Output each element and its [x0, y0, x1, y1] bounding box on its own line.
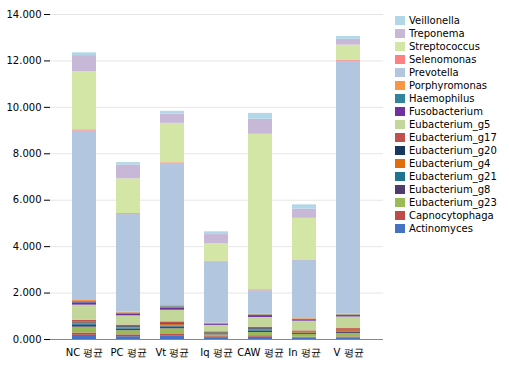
html-text:Streptococcus: Streptococcus [409, 41, 480, 52]
html-text:Prevotella: Prevotella [409, 67, 459, 78]
svg-text:Iq 평균: Iq 평균 [200, 347, 232, 358]
svg-text:PC 평균: PC 평균 [110, 347, 146, 358]
html-text:Actinomyces: Actinomyces [409, 223, 473, 234]
svg-text:V 평균: V 평균 [333, 347, 363, 358]
svg-text:In 평균: In 평균 [288, 347, 320, 358]
svg-text:12.000: 12.000 [7, 55, 42, 66]
html-text:Eubacterium_g23: Eubacterium_g23 [409, 197, 497, 208]
html-text:Fusobacterium: Fusobacterium [409, 106, 483, 117]
html-text:Eubacterium_g20: Eubacterium_g20 [409, 145, 497, 156]
html-text:Eubacterium_g21: Eubacterium_g21 [409, 171, 497, 182]
svg-text:10.000: 10.000 [7, 102, 42, 113]
svg-text:6.000: 6.000 [13, 194, 42, 205]
html-text:Veillonella: Veillonella [409, 15, 460, 26]
html-text:Eubacterium_g17: Eubacterium_g17 [409, 132, 497, 143]
svg-text:14.000: 14.000 [7, 9, 42, 20]
html-text:Capnocytophaga: Capnocytophaga [409, 210, 494, 221]
html-text:Haemophilus: Haemophilus [409, 93, 475, 104]
svg-text:2.000: 2.000 [13, 287, 42, 298]
html-text:Porphyromonas: Porphyromonas [409, 80, 488, 91]
svg-text:NC 평균: NC 평균 [66, 347, 104, 358]
svg-text:CAW 평균: CAW 평균 [237, 347, 283, 358]
svg-text:4.000: 4.000 [13, 241, 42, 252]
html-text:Eubacterium_g5: Eubacterium_g5 [409, 119, 491, 130]
svg-text:Vt 평균: Vt 평균 [156, 347, 190, 358]
svg-text:0.000: 0.000 [13, 334, 42, 345]
html-text:Eubacterium_g4: Eubacterium_g4 [409, 158, 491, 169]
html-text:Selenomonas: Selenomonas [409, 54, 477, 65]
html-text:Eubacterium_g8: Eubacterium_g8 [409, 184, 491, 195]
html-text:Treponema: Treponema [409, 28, 465, 39]
svg-text:8.000: 8.000 [13, 148, 42, 159]
